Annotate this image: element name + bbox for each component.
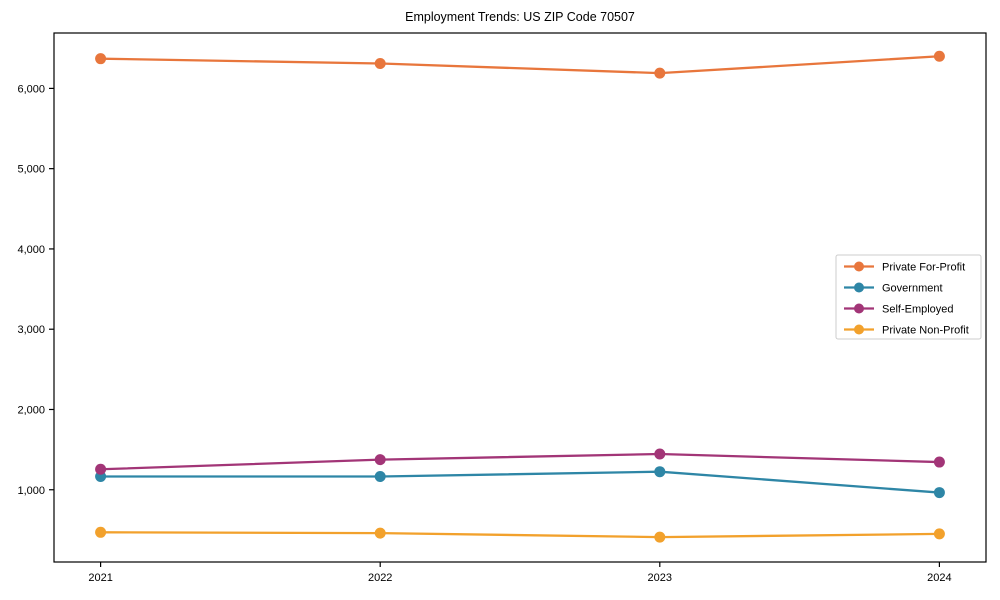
x-axis-tick-label: 2021 <box>88 572 112 584</box>
series-point-private-non-profit-2022 <box>374 527 386 539</box>
series-line-private-non-profit <box>100 531 940 539</box>
series-point-private-for-profit-2024 <box>933 50 945 62</box>
x-axis-tick-label: 2024 <box>927 572 951 584</box>
series-point-self-employed-2023 <box>654 448 666 460</box>
series-point-government-2023 <box>654 466 666 478</box>
series-point-government-2024 <box>933 487 945 499</box>
series-line-government <box>100 470 940 494</box>
series-point-self-employed-2022 <box>374 454 386 466</box>
legend-label-private-for-profit: Private For-Profit <box>882 262 965 274</box>
chart-title: Employment Trends: US ZIP Code 70507 <box>405 10 635 24</box>
legend <box>835 254 982 340</box>
series-point-private-for-profit-2022 <box>374 58 386 70</box>
x-axis-tick-label: 2023 <box>648 572 672 584</box>
series-point-private-non-profit-2024 <box>933 528 945 540</box>
x-axis-tick-label: 2022 <box>368 572 392 584</box>
legend-label-private-non-profit: Private Non-Profit <box>882 325 969 337</box>
y-axis-tick-label: 1,000 <box>17 485 45 497</box>
series-point-government-2022 <box>374 471 386 483</box>
legend-label-government: Government <box>882 283 943 295</box>
y-axis-tick-label: 5,000 <box>17 164 45 176</box>
legend-dot-icon <box>854 303 864 314</box>
series-point-private-for-profit-2021 <box>95 53 107 65</box>
series-line-self-employed <box>100 452 940 471</box>
y-axis-tick-label: 4,000 <box>17 244 45 256</box>
series-line-private-for-profit <box>100 55 940 75</box>
series-point-self-employed-2021 <box>95 463 107 475</box>
y-axis-tick-label: 2,000 <box>17 404 45 416</box>
y-axis-tick-label: 3,000 <box>17 324 45 336</box>
legend-label-self-employed: Self-Employed <box>882 304 954 316</box>
series-point-private-non-profit-2021 <box>95 526 107 538</box>
series-point-self-employed-2024 <box>933 456 945 468</box>
legend-dot-icon <box>854 261 864 272</box>
plot-area-border <box>53 32 987 563</box>
y-axis-tick-label: 6,000 <box>17 83 45 95</box>
legend-dot-icon <box>854 282 864 293</box>
legend-dot-icon <box>854 324 864 335</box>
series-point-private-for-profit-2023 <box>654 67 666 79</box>
series-point-private-non-profit-2023 <box>654 531 666 543</box>
